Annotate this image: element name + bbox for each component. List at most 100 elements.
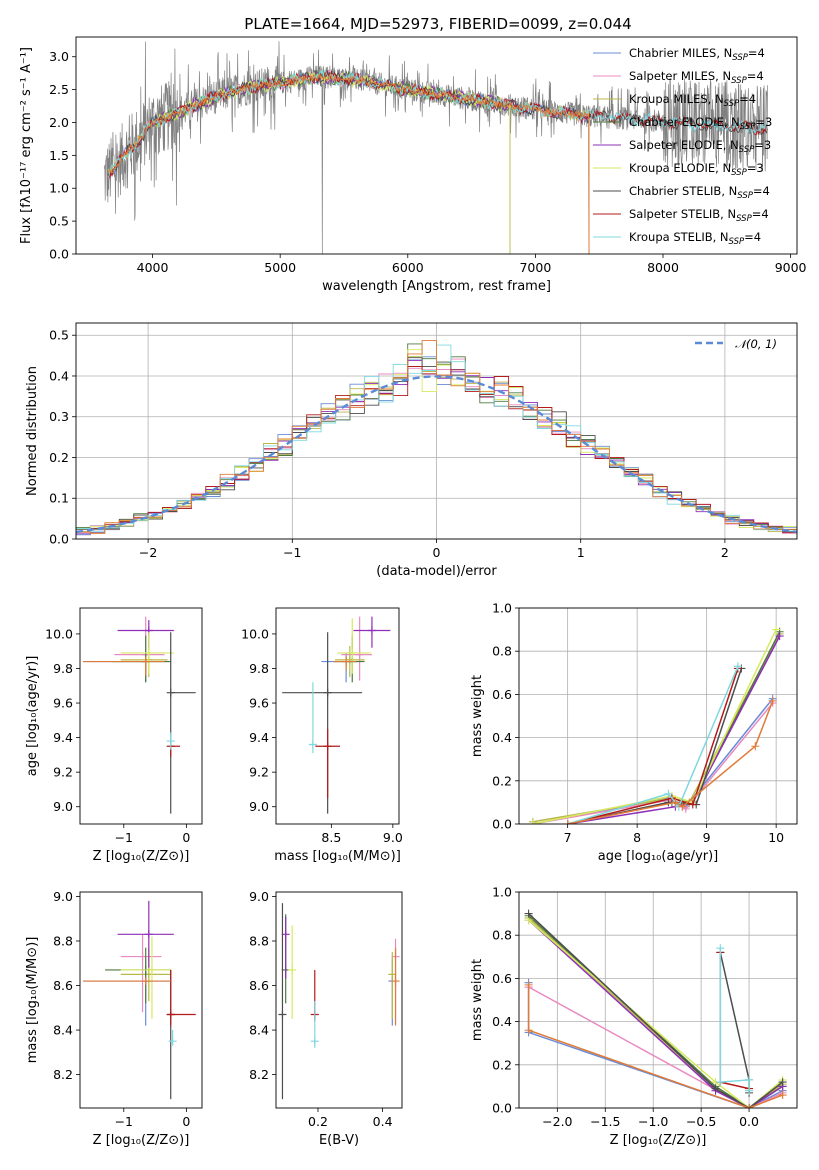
x-tick-label: 8.5 xyxy=(321,830,341,845)
figure-title: PLATE=1664, MJD=52973, FIBERID=0099, z=0… xyxy=(244,15,631,33)
x-tick-label: 0.4 xyxy=(373,1114,393,1129)
point-marker-orange xyxy=(678,802,687,811)
legend-entry: 𝒩(0, 1) xyxy=(735,337,777,351)
y-tick-label: 2.5 xyxy=(49,82,69,97)
y-tick-label: 1.0 xyxy=(492,885,512,900)
y-tick-label: 9.8 xyxy=(53,661,73,676)
point-marker-salpeter_miles xyxy=(355,650,364,659)
y-tick-label: 0.8 xyxy=(492,928,512,943)
y-tick-label: 10.0 xyxy=(45,626,73,641)
y-tick-label: 0.0 xyxy=(49,532,69,547)
series-line-kroupa_stelib xyxy=(567,666,739,824)
x-tick-label: 10 xyxy=(768,830,784,845)
point-marker-salpeter_elodie xyxy=(144,930,153,939)
x-axis-label: Z [log₁₀(Z/Z⊙)] xyxy=(93,849,190,864)
y-tick-label: 0.0 xyxy=(492,1101,512,1116)
y-tick-label: 9.6 xyxy=(249,696,269,711)
point-marker-chabrier_stelib xyxy=(524,909,533,918)
y-tick-label: 0.6 xyxy=(492,687,512,702)
point-marker-chabrier_stelib xyxy=(711,1084,720,1093)
point-marker-orange xyxy=(778,1091,787,1100)
x-tick-label: 1 xyxy=(577,545,585,560)
y-tick-label: 9.0 xyxy=(249,799,269,814)
point-marker-salpeter_stelib xyxy=(323,742,332,751)
x-tick-label: −0.5 xyxy=(686,1114,716,1129)
point-marker-salpeter_stelib xyxy=(166,1010,175,1019)
point-marker-orange xyxy=(751,742,760,751)
x-tick-label: −1 xyxy=(115,1114,133,1129)
mass-weight-vs-age-plot: 7 8 9 10 0.0 0.2 0.4 0.6 0.8 1.0 age [log₁₀(age/yr… xyxy=(470,601,798,864)
plot-area xyxy=(83,616,196,814)
axes-frame xyxy=(275,891,403,1109)
point-marker-kroupa_stelib xyxy=(310,1037,319,1046)
x-tick-label: −1.0 xyxy=(638,1114,668,1129)
point-marker-chabrier_stelib xyxy=(166,688,175,697)
y-tick-label: 1.0 xyxy=(492,601,512,616)
point-marker-chabrier_stelib xyxy=(278,1010,287,1019)
legend-entry: Salpeter STELIB, NSSP=4 xyxy=(629,207,769,224)
point-marker-orange xyxy=(524,1026,533,1035)
point-marker-kroupa_elodie xyxy=(528,820,537,824)
axes-frame xyxy=(79,891,203,1109)
point-marker-kroupa_elodie xyxy=(288,965,297,974)
y-tick-label: 2.0 xyxy=(49,115,69,130)
x-tick-label: −2 xyxy=(139,545,157,560)
point-marker-kroupa_elodie xyxy=(144,648,153,657)
y-tick-label: 0.8 xyxy=(492,644,512,659)
y-tick-label: 0.2 xyxy=(49,450,69,465)
x-tick-label: 5000 xyxy=(264,260,296,275)
age-vs-metallicity-plot: −1 0 9.0 9.2 9.4 9.6 9.8 10.0 Z [log₁₀(Z/Z⊙)] age… xyxy=(25,607,203,864)
age-vs-mass-plot: 8.5 9.0 9.0 9.2 9.4 9.6 9.8 10.0 mass [log₁₀(M/M… xyxy=(241,607,403,864)
x-axis-label: (data-model)/error xyxy=(376,564,497,579)
y-tick-label: 9.2 xyxy=(53,765,73,780)
y-tick-label: 9.2 xyxy=(249,765,269,780)
x-tick-label: 7000 xyxy=(519,260,551,275)
series-line-salpeter_stelib xyxy=(567,668,739,824)
legend-entry: Salpeter MILES, NSSP=4 xyxy=(629,69,764,86)
y-axis-label: mass [log₁₀(M/M⊙)] xyxy=(25,937,40,1064)
series-line-kroupa_miles xyxy=(532,633,781,823)
x-axis-label: Z [log₁₀(Z/Z⊙)] xyxy=(93,1133,190,1148)
model-spectrum-combined xyxy=(107,73,590,254)
point-marker-orange xyxy=(391,977,400,986)
series-line-chabrier_miles xyxy=(527,982,783,1108)
y-axis-label: age [log₁₀(age/yr)] xyxy=(25,656,40,777)
series-line-orange xyxy=(527,984,783,1108)
x-axis-label: E(B-V) xyxy=(319,1133,359,1148)
series-line-kroupa_stelib xyxy=(719,948,750,1091)
x-tick-label: 8000 xyxy=(647,260,679,275)
point-marker-orange xyxy=(745,1104,754,1108)
plot-area xyxy=(83,900,196,1100)
y-tick-label: 3.0 xyxy=(49,49,69,64)
axes-frame xyxy=(275,607,400,825)
series-line-salpeter_elodie xyxy=(528,919,784,1108)
x-tick-label: 2 xyxy=(721,545,729,560)
y-tick-label: 0.5 xyxy=(49,214,69,229)
y-tick-label: 0.4 xyxy=(492,1014,512,1029)
y-tick-label: 10.0 xyxy=(241,626,269,641)
model-spectrum-kroupa_stelib xyxy=(107,69,768,179)
residual-histogram-orange xyxy=(76,340,797,534)
point-marker-kroupa_stelib xyxy=(664,789,673,798)
series-line-chabrier_stelib xyxy=(528,913,784,1108)
y-tick-label: 8.4 xyxy=(249,1023,269,1038)
x-tick-label: 6000 xyxy=(392,260,424,275)
y-tick-label: 0.2 xyxy=(492,1057,512,1072)
y-tick-label: 9.8 xyxy=(249,661,269,676)
x-tick-label: −1 xyxy=(283,545,301,560)
point-marker-orange xyxy=(141,657,150,666)
x-tick-label: 4000 xyxy=(137,260,169,275)
y-tick-label: 0.1 xyxy=(49,491,69,506)
y-tick-label: 9.0 xyxy=(53,889,73,904)
y-tick-label: 0.6 xyxy=(492,971,512,986)
x-tick-label: 9.0 xyxy=(383,830,403,845)
mass-vs-ebv-plot: 0.2 0.4 8.2 8.4 8.6 8.8 9.0 E(B-V) xyxy=(249,889,403,1148)
legend-entry: Chabrier STELIB, NSSP=4 xyxy=(629,184,770,201)
y-tick-label: 8.8 xyxy=(249,933,269,948)
x-axis-label: wavelength [Angstrom, rest frame] xyxy=(322,279,551,294)
y-tick-label: 1.0 xyxy=(49,181,69,196)
y-tick-label: 9.0 xyxy=(53,799,73,814)
x-tick-label: −1.5 xyxy=(590,1114,620,1129)
plot-area xyxy=(528,625,784,824)
legend-entry: Kroupa MILES, NSSP=4 xyxy=(629,92,756,109)
